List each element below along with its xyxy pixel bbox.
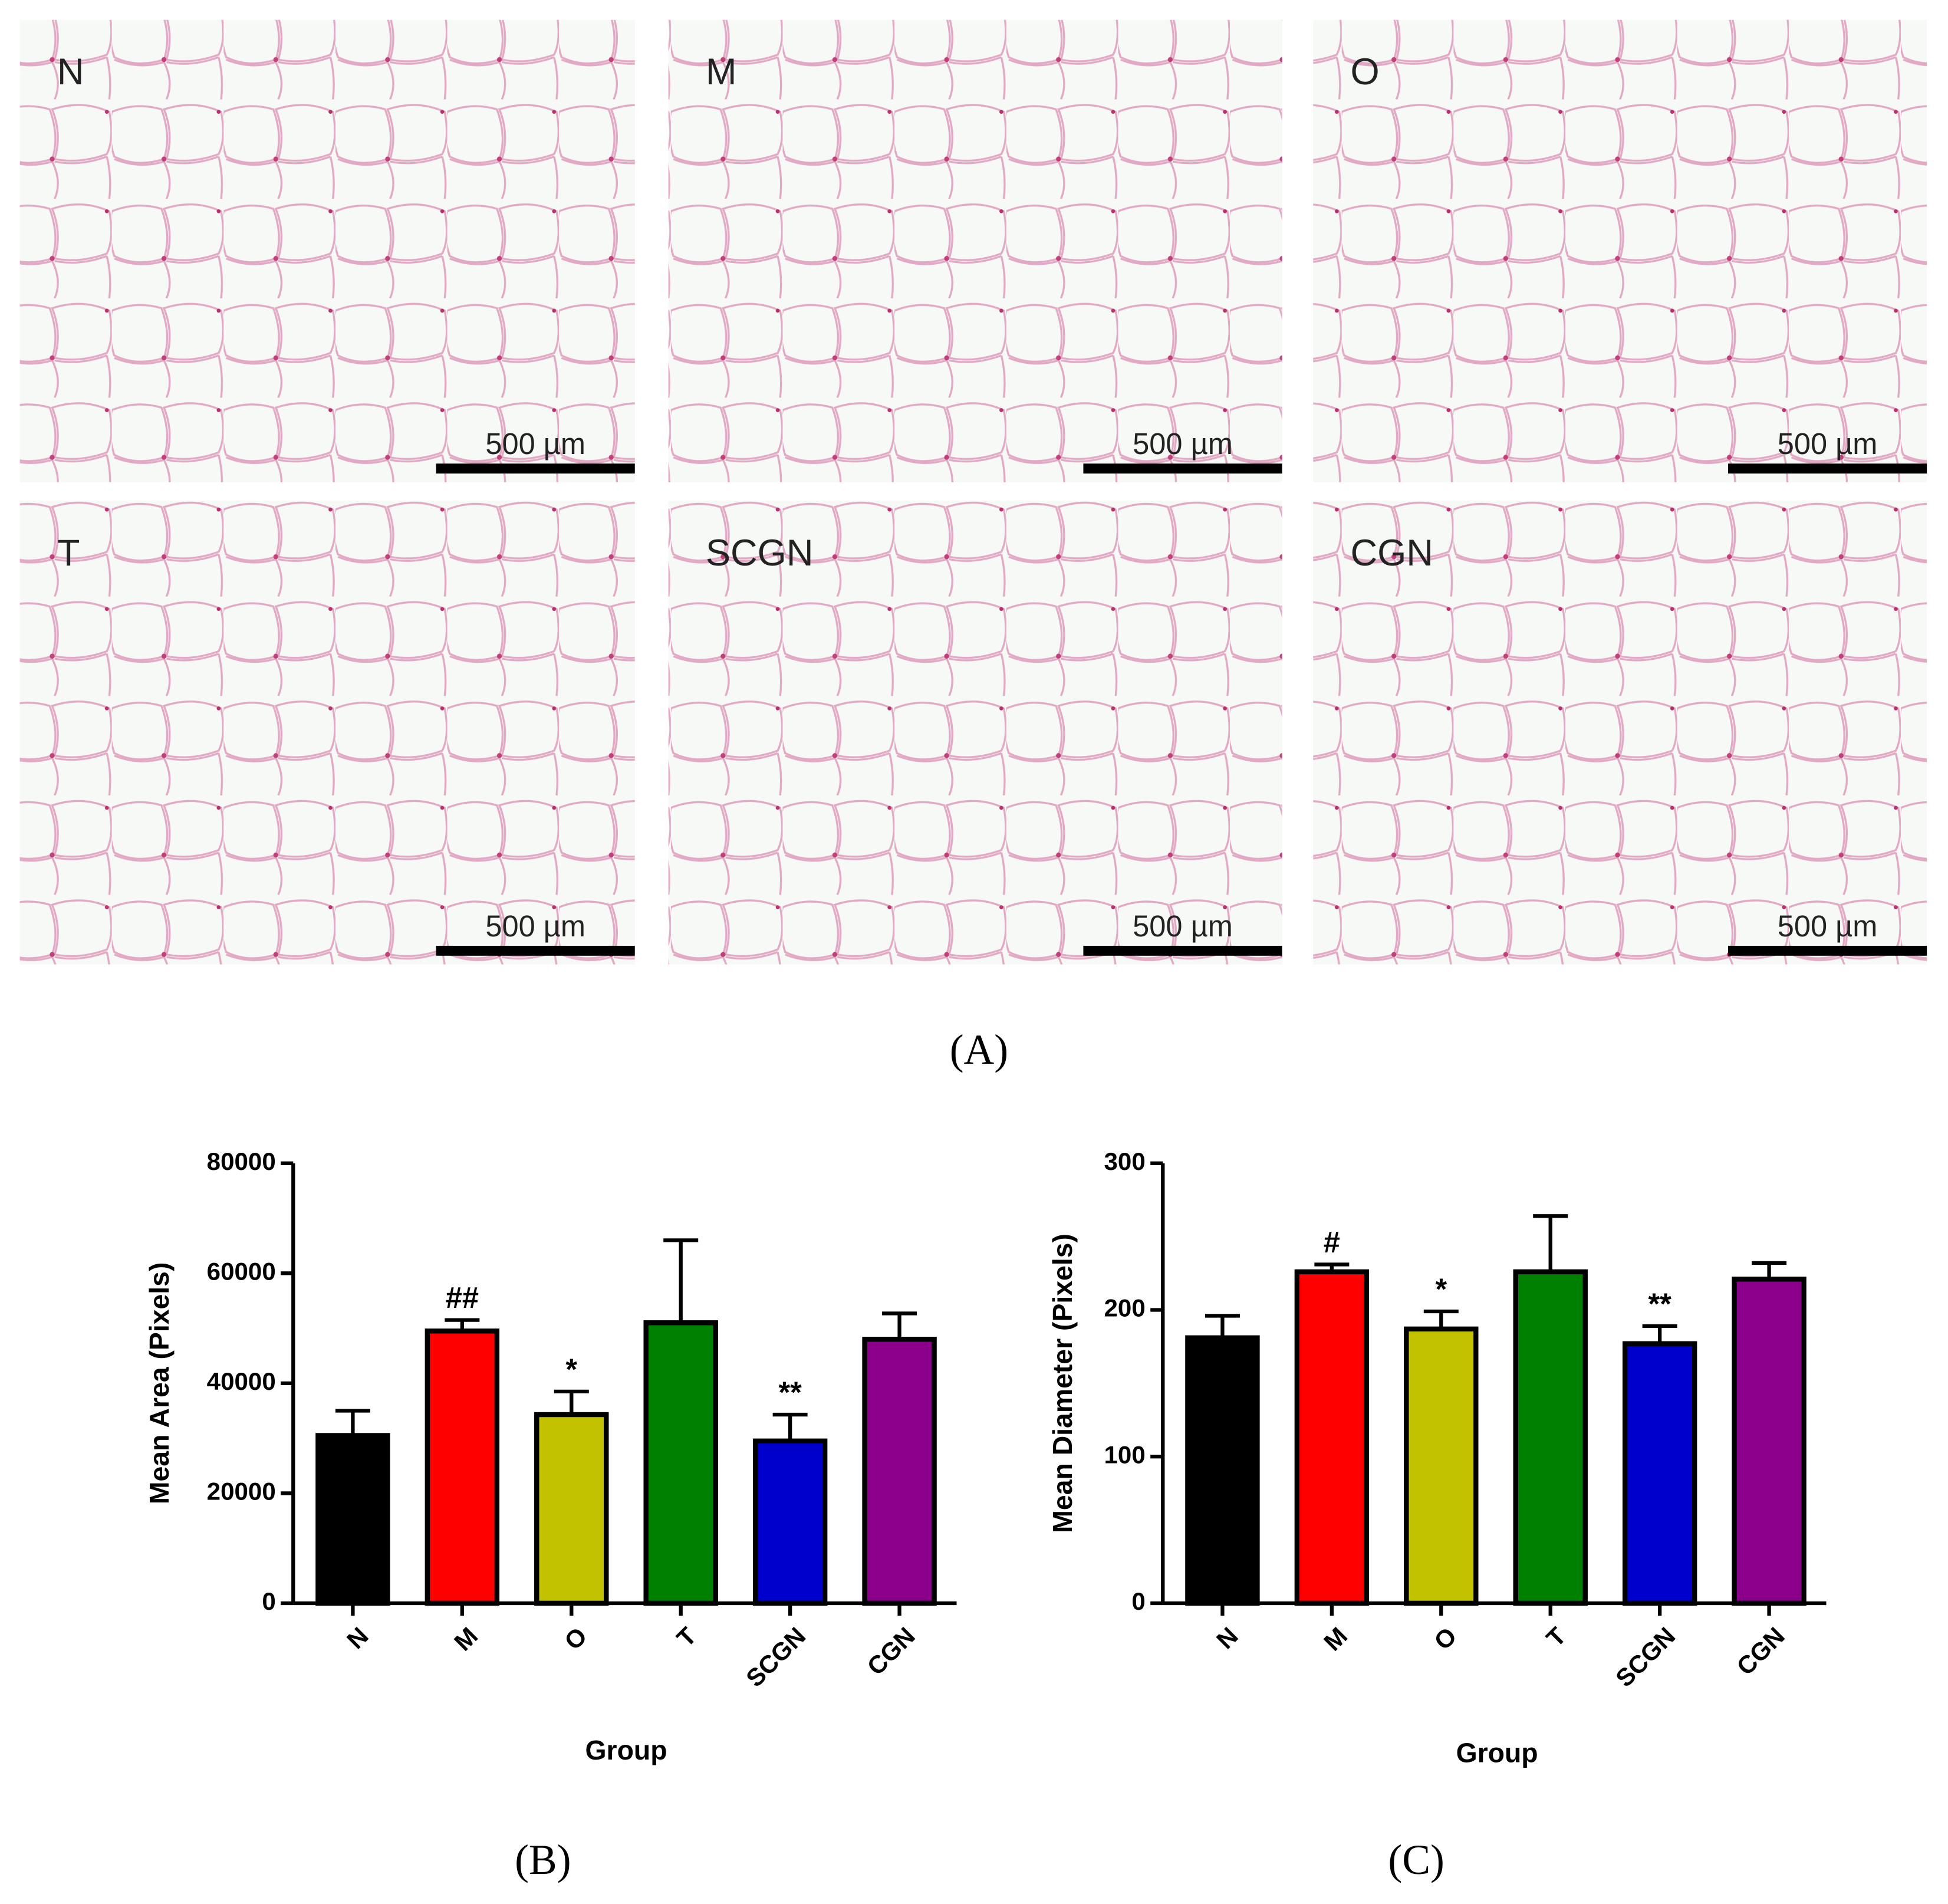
x-tick-label: N (341, 1622, 374, 1655)
scale-bar-label: 500 µm (1778, 909, 1878, 943)
micrograph-label: O (1350, 51, 1379, 93)
significance-marker: ** (1648, 1287, 1671, 1321)
y-tick-label: 200 (1104, 1294, 1145, 1322)
bar (1185, 1335, 1260, 1606)
bar (1513, 1269, 1588, 1606)
significance-marker: * (1435, 1272, 1447, 1306)
bar (1622, 1341, 1697, 1606)
y-tick-label: 100 (1104, 1441, 1145, 1468)
scale-bar-label: 500 µm (1133, 909, 1233, 943)
x-tick-label: M (449, 1622, 483, 1656)
y-tick-label: 20000 (207, 1478, 276, 1505)
y-tick-label: 80000 (207, 1147, 276, 1175)
significance-marker: * (565, 1352, 577, 1386)
x-axis-label: Group (1456, 1737, 1538, 1768)
micrograph-label: T (57, 532, 80, 574)
x-axis-label: Group (585, 1735, 667, 1765)
bar (1732, 1277, 1806, 1606)
y-tick-label: 60000 (207, 1257, 276, 1285)
bar (1404, 1326, 1479, 1606)
charts: 0 20000 40000 60000 80000 N M ## O * T SCGN ** CGN Mea… (144, 1147, 1827, 1768)
micrograph-label: CGN (1350, 532, 1433, 574)
panel-label: (A) (950, 1027, 1008, 1073)
scale-bar (436, 463, 635, 474)
x-tick-label: N (1211, 1622, 1243, 1655)
y-tick-label: 40000 (207, 1367, 276, 1395)
x-tick-label: T (1541, 1622, 1572, 1652)
micrograph (1313, 19, 1927, 482)
x-tick-label: T (672, 1622, 702, 1652)
micrographs: N 500 µm M 500 µm O 500 µm T 500 µm SCGN 500 µm CG… (19, 19, 1927, 965)
bar (425, 1328, 500, 1606)
y-tick-label: 300 (1104, 1147, 1145, 1175)
y-tick-label: 0 (262, 1587, 275, 1615)
scale-bar (1083, 463, 1282, 474)
micrograph-label: N (57, 51, 84, 93)
bar (315, 1433, 390, 1606)
micrograph-label: SCGN (706, 532, 814, 574)
x-tick-label: O (1429, 1622, 1462, 1655)
bar (862, 1337, 937, 1606)
x-tick-label: CGN (1731, 1622, 1789, 1681)
bar (1294, 1269, 1370, 1606)
scale-bar (1728, 463, 1927, 474)
significance-marker: # (1324, 1225, 1340, 1259)
scale-bar-label: 500 µm (1778, 427, 1878, 461)
x-tick-label: SCGN (1610, 1622, 1680, 1692)
significance-marker: ## (446, 1281, 479, 1314)
scale-bar-label: 500 µm (485, 427, 585, 461)
scale-bar (1728, 945, 1927, 956)
x-tick-label: SCGN (741, 1622, 811, 1692)
bar (534, 1412, 609, 1606)
micrograph (19, 501, 635, 965)
micrograph (668, 501, 1282, 965)
scale-bar (1083, 945, 1282, 956)
micrograph-label: M (706, 51, 737, 93)
significance-marker: ** (778, 1376, 802, 1409)
y-axis-label: Mean Area (Pixels) (144, 1262, 175, 1505)
micrograph (1313, 501, 1927, 965)
y-axis-label: Mean Diameter (Pixels) (1047, 1234, 1078, 1533)
panel-label: (C) (1388, 1837, 1444, 1883)
x-tick-label: CGN (861, 1622, 920, 1681)
scale-bar-label: 500 µm (485, 909, 585, 943)
micrograph (19, 19, 635, 482)
x-tick-label: M (1318, 1622, 1353, 1656)
bar (752, 1438, 828, 1606)
scale-bar-label: 500 µm (1133, 427, 1233, 461)
scale-bar (436, 945, 635, 956)
x-tick-label: O (559, 1622, 592, 1655)
bar (643, 1320, 718, 1606)
y-tick-label: 0 (1131, 1587, 1145, 1615)
micrograph (668, 19, 1282, 482)
panel-label: (B) (515, 1837, 571, 1883)
